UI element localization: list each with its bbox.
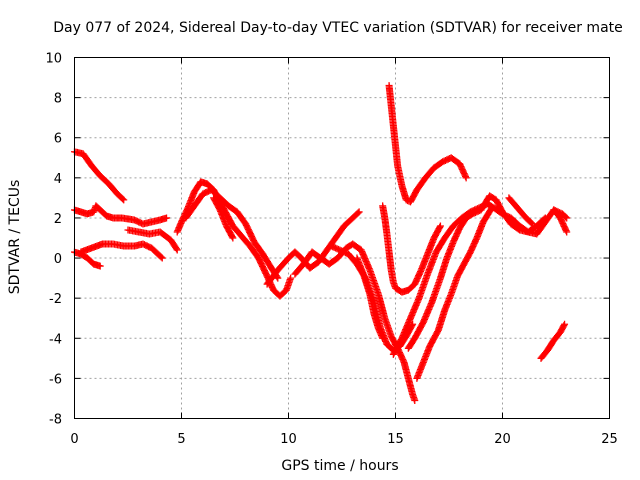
data-series-trace: [353, 254, 387, 342]
data-series-trace: [71, 148, 128, 204]
data-series-trace: [413, 204, 496, 382]
grid-lines: [74, 57, 610, 419]
y-tick-label: -2: [49, 292, 62, 307]
data-point: [229, 234, 237, 242]
data-point: [158, 254, 166, 262]
y-tick-label: -4: [49, 332, 62, 347]
x-tick-label: 10: [280, 432, 297, 447]
data-series-trace: [550, 206, 571, 236]
y-tick-label: 10: [45, 52, 62, 67]
data-point: [527, 219, 535, 227]
x-axis-label: GPS time / hours: [281, 458, 398, 474]
data-point: [488, 204, 496, 212]
data-point: [436, 223, 444, 231]
data-point: [561, 320, 569, 328]
x-tick-label: 5: [177, 432, 185, 447]
data-point: [563, 214, 571, 222]
data-point: [120, 196, 128, 204]
data-series-trace: [385, 82, 470, 206]
y-tick-label: -6: [49, 372, 62, 387]
data-point: [436, 222, 444, 230]
y-tick-label: 8: [54, 92, 62, 107]
y-tick-label: 0: [54, 252, 62, 267]
data-series-trace: [537, 320, 569, 362]
data-point: [157, 253, 165, 261]
y-tick-label: -8: [49, 413, 62, 428]
y-tick-label: 6: [54, 132, 62, 147]
data-point: [487, 205, 495, 213]
data-point: [172, 245, 180, 253]
data-series-trace: [505, 194, 536, 228]
data-point: [562, 213, 570, 221]
data-point: [541, 214, 549, 222]
data-point: [411, 396, 419, 404]
x-tick-label: 15: [387, 432, 404, 447]
data-point: [379, 334, 387, 342]
y-axis-ticks: -8 -6 -4 -2 0 2 4 6 8 10: [45, 52, 610, 428]
data-series-trace: [404, 192, 549, 352]
data-point: [173, 246, 181, 254]
y-tick-label: 4: [54, 172, 62, 187]
plot-frame: [74, 57, 610, 419]
data-series-trace: [77, 240, 166, 262]
data-point: [228, 233, 236, 241]
data-point: [354, 209, 362, 217]
data-point: [96, 262, 104, 270]
data-point: [355, 208, 363, 216]
x-tick-label: 0: [70, 432, 78, 447]
y-tick-label: 2: [54, 212, 62, 227]
data-point: [274, 274, 282, 282]
data-series-trace: [263, 208, 363, 288]
x-tick-label: 25: [601, 432, 618, 447]
data-point: [462, 174, 470, 182]
data-series-trace: [379, 202, 444, 296]
data-series-trace: [210, 194, 237, 242]
data-point: [540, 215, 548, 223]
chart-title: Day 077 of 2024, Sidereal Day-to-day VTE…: [53, 20, 623, 36]
data-point: [119, 195, 127, 203]
y-axis-label: SDTVAR / TECUs: [7, 180, 23, 295]
data-point: [163, 214, 171, 222]
data-series-trace: [124, 226, 181, 254]
data-series-trace: [173, 178, 295, 300]
data-point: [287, 274, 295, 282]
data-point: [560, 322, 568, 330]
data-series-trace: [291, 240, 419, 404]
x-axis-ticks: 0 5 10 15 20 25: [70, 57, 618, 447]
data-point: [528, 220, 536, 228]
x-tick-label: 20: [494, 432, 511, 447]
data-point: [563, 228, 571, 236]
data-series-trace: [71, 202, 171, 228]
data-points: [71, 82, 571, 404]
